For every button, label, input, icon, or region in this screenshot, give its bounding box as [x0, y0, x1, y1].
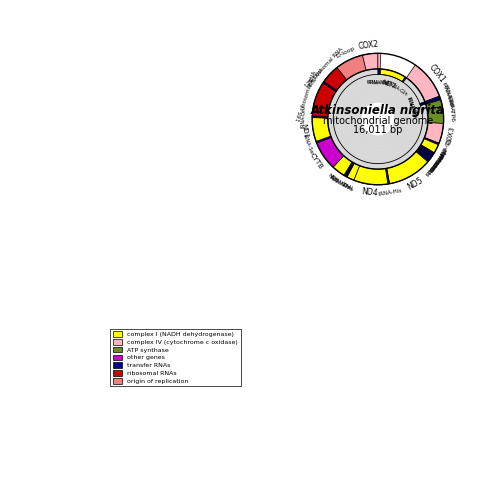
Text: tRNA-Ala: tRNA-Ala [433, 148, 449, 169]
Text: tRNA-Ile: tRNA-Ile [369, 80, 390, 86]
Polygon shape [421, 138, 438, 153]
Text: tRNA-Lys: tRNA-Lys [443, 84, 455, 108]
Polygon shape [337, 55, 366, 80]
Text: tRNA-Met: tRNA-Met [367, 80, 390, 86]
Polygon shape [345, 162, 354, 177]
Polygon shape [427, 106, 444, 124]
Polygon shape [385, 168, 390, 184]
Text: tRNA-Asn: tRNA-Asn [430, 150, 448, 172]
Text: 12S ribosomal RNA: 12S ribosomal RNA [304, 47, 344, 89]
Text: COX3: COX3 [445, 126, 456, 146]
Polygon shape [379, 69, 381, 74]
Polygon shape [344, 162, 353, 176]
Polygon shape [378, 54, 381, 69]
Polygon shape [317, 138, 344, 167]
Text: D-loop: D-loop [335, 46, 356, 59]
Polygon shape [426, 98, 441, 104]
Polygon shape [333, 156, 352, 176]
Text: tRNA-Arg: tRNA-Arg [432, 149, 448, 171]
Text: ND3: ND3 [439, 146, 449, 159]
Polygon shape [419, 146, 433, 156]
Text: ATP8: ATP8 [446, 94, 454, 108]
Text: COX1: COX1 [427, 62, 446, 84]
Text: tRNA-Leu: tRNA-Leu [301, 105, 307, 128]
Polygon shape [417, 150, 430, 160]
Text: ND2: ND2 [381, 80, 397, 90]
Text: CYTB: CYTB [309, 152, 324, 170]
Polygon shape [420, 103, 426, 106]
Text: ND1: ND1 [300, 123, 308, 139]
Text: Atkinsoniella nigrita: Atkinsoniella nigrita [311, 104, 445, 117]
Text: tRNA-Val: tRNA-Val [308, 67, 324, 87]
Polygon shape [420, 102, 425, 104]
Legend: complex I (NADH dehydrogenase), complex IV (cytochrome c oxidase), ATP synthase,: complex I (NADH dehydrogenase), complex … [111, 328, 241, 386]
Text: tRNA-Thr: tRNA-Thr [329, 175, 352, 192]
Polygon shape [347, 163, 360, 180]
Polygon shape [406, 65, 439, 102]
Text: 16,011 bp: 16,011 bp [353, 125, 402, 135]
Polygon shape [419, 147, 432, 158]
Text: ND5: ND5 [405, 176, 424, 192]
Polygon shape [425, 96, 440, 103]
Text: COX2: COX2 [358, 40, 380, 51]
Polygon shape [312, 83, 336, 116]
Polygon shape [324, 68, 347, 90]
Polygon shape [323, 82, 337, 92]
Polygon shape [424, 138, 439, 145]
Text: ND4: ND4 [361, 188, 378, 198]
Polygon shape [426, 100, 442, 110]
Text: tRNA-Glu: tRNA-Glu [428, 154, 445, 175]
Text: ATP6: ATP6 [449, 106, 455, 122]
Polygon shape [420, 145, 434, 154]
Text: tRNA-Gln: tRNA-Gln [387, 81, 409, 98]
Text: tRNA-Ser: tRNA-Ser [429, 152, 446, 174]
Circle shape [362, 104, 394, 134]
Text: tRNA-Ser: tRNA-Ser [302, 134, 314, 156]
Polygon shape [402, 77, 406, 82]
Text: tRNA-Gly: tRNA-Gly [440, 136, 453, 158]
Polygon shape [416, 150, 429, 162]
Text: tRNA-Tyr: tRNA-Tyr [406, 96, 418, 117]
Polygon shape [316, 136, 331, 143]
Polygon shape [312, 118, 331, 142]
Polygon shape [354, 166, 388, 185]
Text: mitochondrial genome: mitochondrial genome [323, 116, 433, 126]
Polygon shape [387, 152, 428, 184]
Text: ND6: ND6 [327, 173, 339, 184]
Text: tRNA-Pro: tRNA-Pro [330, 176, 354, 192]
Polygon shape [378, 69, 379, 74]
Text: tRNA-Leu: tRNA-Leu [441, 82, 455, 107]
Polygon shape [418, 148, 431, 158]
Polygon shape [363, 54, 378, 70]
Text: 16S ribosomal RNA: 16S ribosomal RNA [297, 70, 318, 122]
Polygon shape [380, 69, 405, 82]
Text: ND4L: ND4L [339, 181, 355, 192]
Polygon shape [312, 116, 328, 118]
Text: tRNA-Cys: tRNA-Cys [406, 96, 418, 120]
Text: tRNA-His: tRNA-His [378, 188, 402, 197]
Text: tRNA-Phe: tRNA-Phe [426, 156, 444, 177]
Polygon shape [425, 122, 443, 143]
